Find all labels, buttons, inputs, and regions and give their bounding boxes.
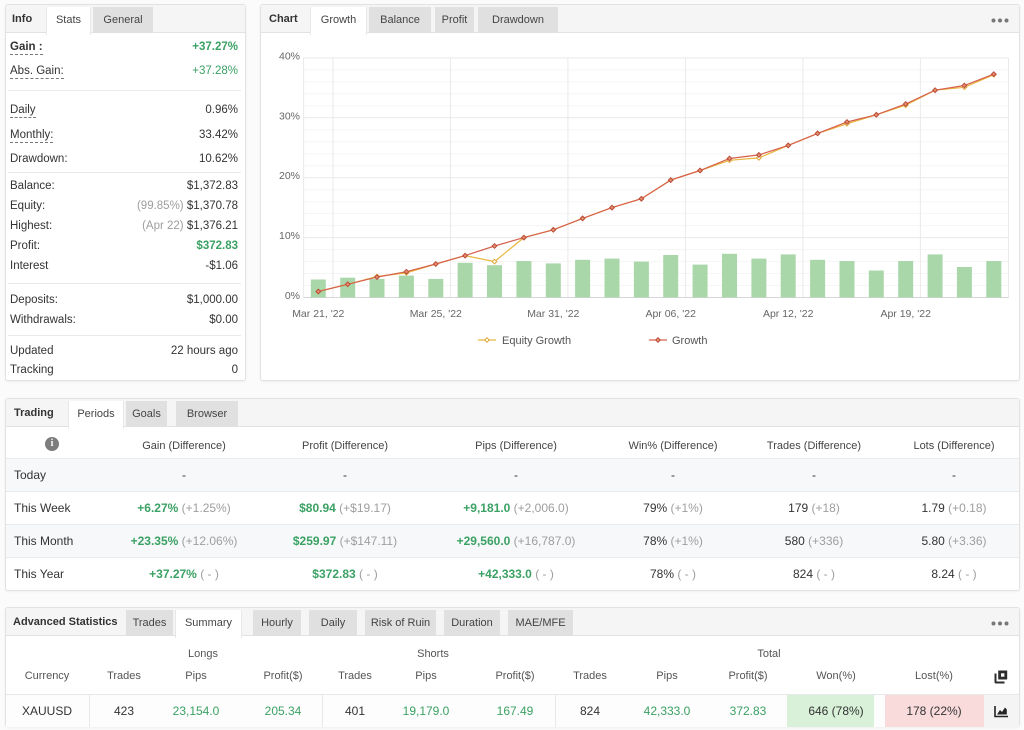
svg-text:Apr 06, '22: Apr 06, '22 [645, 308, 696, 320]
svg-text:Mar 25, '22: Mar 25, '22 [410, 308, 462, 320]
svg-text:Equity Growth: Equity Growth [502, 335, 571, 347]
svg-text:10%: 10% [279, 230, 300, 242]
svg-text:0%: 0% [285, 290, 300, 302]
svg-text:40%: 40% [279, 50, 300, 62]
svg-text:Apr 12, '22: Apr 12, '22 [763, 308, 814, 320]
svg-text:Mar 21, '22: Mar 21, '22 [292, 308, 344, 320]
svg-text:Apr 19, '22: Apr 19, '22 [880, 308, 931, 320]
svg-text:Mar 31, '22: Mar 31, '22 [527, 308, 579, 320]
svg-text:20%: 20% [279, 170, 300, 182]
svg-text:Growth: Growth [672, 335, 707, 347]
svg-text:30%: 30% [279, 110, 300, 122]
